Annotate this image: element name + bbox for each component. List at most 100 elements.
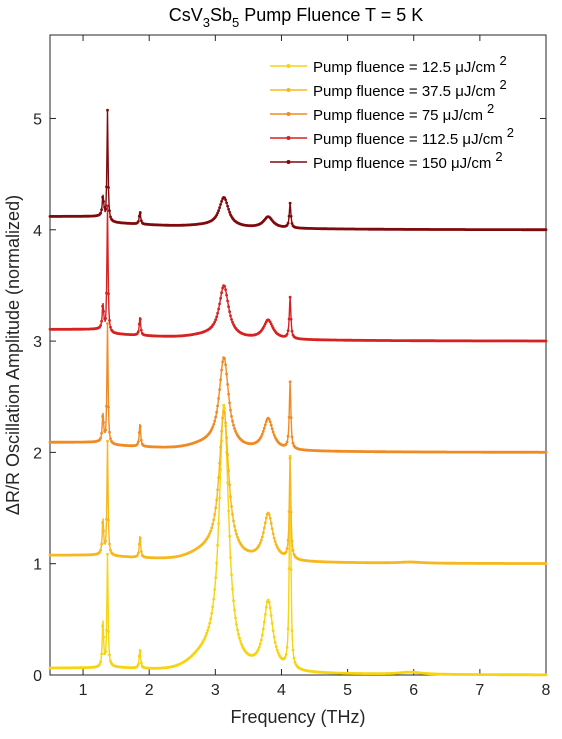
series-point xyxy=(217,397,221,400)
series-point xyxy=(217,522,221,525)
series-point xyxy=(98,550,101,554)
series-point xyxy=(227,469,231,473)
series-point xyxy=(288,380,292,384)
series-point xyxy=(275,648,279,652)
series-point xyxy=(137,654,141,658)
y-tick-label: 0 xyxy=(33,668,42,685)
series-point xyxy=(289,214,293,218)
legend-swatch-marker xyxy=(286,136,291,140)
series-point xyxy=(100,208,103,212)
series-point xyxy=(264,605,268,609)
series-point xyxy=(261,531,265,535)
legend-swatch-marker xyxy=(286,112,291,116)
series-point xyxy=(225,372,229,376)
chart-title-part: Sb xyxy=(210,5,232,25)
series-point xyxy=(272,433,276,437)
series-point xyxy=(137,214,141,218)
series-point xyxy=(107,292,110,296)
legend-entry-label: Pump fluence = 75 μJ/cm 2 xyxy=(313,101,494,124)
series-point xyxy=(218,206,222,210)
series-point xyxy=(215,561,219,565)
series-point xyxy=(268,606,272,610)
series-point xyxy=(104,428,107,432)
series-point xyxy=(288,201,292,205)
series-point xyxy=(206,629,210,632)
series-point xyxy=(221,360,225,364)
series-point xyxy=(220,429,224,433)
series-point xyxy=(260,535,264,539)
series-point xyxy=(210,612,214,615)
series-point xyxy=(229,408,232,412)
series-point xyxy=(285,646,289,649)
series-point xyxy=(107,186,110,189)
series-point xyxy=(224,421,228,425)
series-point xyxy=(100,542,103,546)
series-point xyxy=(208,621,212,625)
series-point xyxy=(230,505,233,508)
series-point xyxy=(136,440,140,444)
series-point xyxy=(224,363,228,367)
series-point xyxy=(267,417,271,421)
series-point xyxy=(215,410,219,414)
series-point xyxy=(262,526,266,530)
x-tick-label: 1 xyxy=(79,682,88,699)
series-point xyxy=(219,378,223,382)
series-point xyxy=(226,299,230,303)
series-point xyxy=(233,427,236,430)
series-point xyxy=(258,642,262,646)
legend-entry-unit: μJ/cm xyxy=(455,59,495,76)
x-tick-label: 8 xyxy=(542,682,551,699)
series-point xyxy=(259,538,263,542)
x-tick-label: 6 xyxy=(409,682,418,699)
series-point xyxy=(286,538,290,542)
series-point xyxy=(138,649,142,653)
series-point xyxy=(107,630,110,633)
legend-entry-label: Pump fluence = 150 μJ/cm 2 xyxy=(313,149,503,172)
y-tick-label: 3 xyxy=(33,334,42,351)
series-point xyxy=(270,427,274,431)
series-point xyxy=(229,495,232,499)
series-point xyxy=(99,211,102,215)
series-point xyxy=(102,421,105,424)
series-point xyxy=(209,529,213,533)
series-point xyxy=(223,357,227,361)
series-point xyxy=(269,322,273,326)
series-point xyxy=(264,516,268,520)
series-point xyxy=(109,659,112,663)
series-point xyxy=(105,628,108,632)
series-point xyxy=(207,625,211,629)
series-point xyxy=(229,556,232,559)
series-point xyxy=(213,419,217,423)
series-point xyxy=(288,454,292,458)
series-point xyxy=(227,392,231,396)
series-point xyxy=(225,293,229,297)
series-point xyxy=(214,318,218,322)
series-point xyxy=(544,228,548,232)
series-point xyxy=(290,629,294,632)
series-point xyxy=(220,291,224,295)
series-point xyxy=(233,524,236,528)
series-point xyxy=(217,476,221,479)
series-point xyxy=(260,432,264,436)
series-point xyxy=(290,539,294,543)
series-point xyxy=(213,588,217,591)
series-point xyxy=(106,322,109,325)
series-point xyxy=(218,388,222,391)
series-point xyxy=(271,430,275,434)
series-point xyxy=(285,440,289,444)
series-point xyxy=(235,623,238,626)
series-point xyxy=(211,522,215,526)
series-point xyxy=(267,600,271,604)
series-point xyxy=(228,483,232,487)
series-point xyxy=(273,540,277,544)
series-point xyxy=(228,401,232,405)
series-point xyxy=(138,211,142,215)
series-point xyxy=(228,310,232,314)
series-point xyxy=(289,568,293,571)
series-point xyxy=(216,211,220,215)
series-point xyxy=(108,430,111,434)
y-tick-label: 4 xyxy=(33,223,42,240)
series-point xyxy=(230,414,233,418)
series-point xyxy=(239,640,242,643)
